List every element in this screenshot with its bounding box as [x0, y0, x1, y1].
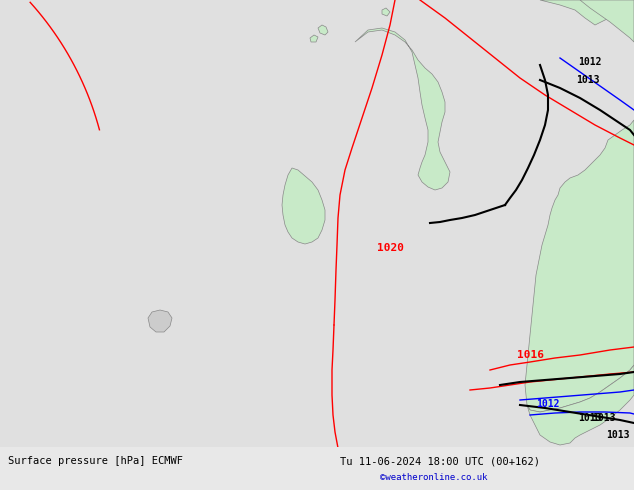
Text: 1013: 1013: [576, 75, 600, 85]
Text: ©weatheronline.co.uk: ©weatheronline.co.uk: [380, 472, 488, 482]
Polygon shape: [282, 168, 325, 244]
Text: 1012: 1012: [578, 57, 602, 67]
Polygon shape: [525, 120, 634, 412]
Text: Tu 11-06-2024 18:00 UTC (00+162): Tu 11-06-2024 18:00 UTC (00+162): [340, 456, 540, 466]
Text: 1013: 1013: [578, 413, 602, 423]
Bar: [0, 447, 634, 490]
Polygon shape: [355, 28, 450, 190]
Text: 1013: 1013: [592, 413, 616, 423]
Polygon shape: [382, 8, 390, 16]
Polygon shape: [580, 0, 634, 42]
Polygon shape: [148, 310, 172, 332]
Text: 1013: 1013: [606, 430, 630, 440]
Text: 1012: 1012: [536, 399, 560, 409]
Polygon shape: [540, 0, 634, 25]
Text: 1020: 1020: [377, 243, 403, 253]
Text: Surface pressure [hPa] ECMWF: Surface pressure [hPa] ECMWF: [8, 456, 183, 466]
Polygon shape: [318, 25, 328, 35]
Polygon shape: [310, 35, 318, 42]
Text: 1016: 1016: [517, 350, 543, 360]
Polygon shape: [527, 365, 634, 445]
